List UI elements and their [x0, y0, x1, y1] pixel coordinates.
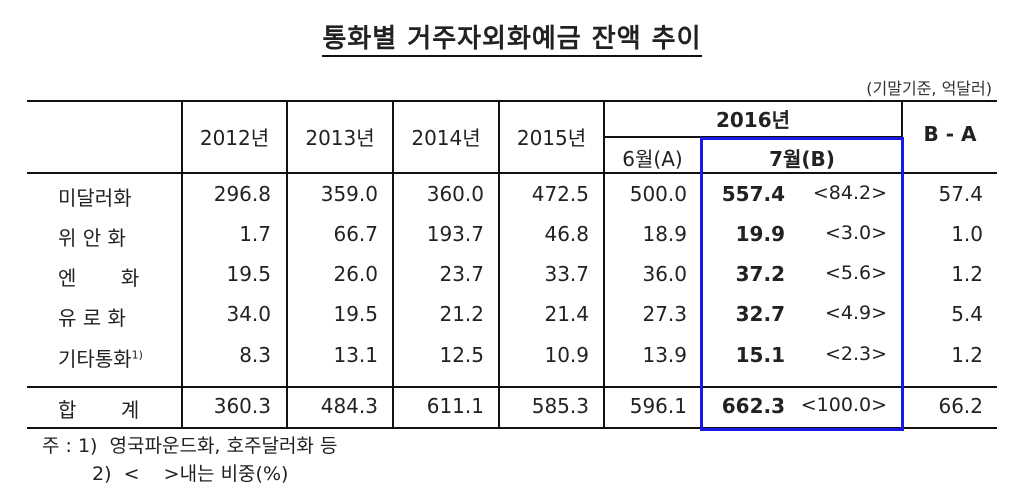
- row-label-text: 기타통화: [58, 347, 132, 371]
- cell-diff: 57.4: [938, 182, 983, 206]
- cell-july: 32.7: [735, 302, 785, 326]
- cell-diff: 5.4: [951, 302, 983, 326]
- cell-july: 37.2: [735, 262, 785, 286]
- table-bottom-rule: [27, 427, 997, 429]
- cell-v2013: 13.1: [333, 343, 378, 367]
- col-divider: [286, 100, 288, 429]
- cell-v2012: 19.5: [226, 262, 271, 286]
- total-2014: 611.1: [426, 394, 484, 418]
- total-2012: 360.3: [213, 394, 271, 418]
- total-2015: 585.3: [531, 394, 589, 418]
- header-2013: 2013년: [305, 126, 375, 150]
- total-share: <100.0>: [800, 394, 887, 416]
- total-top-rule: [27, 386, 997, 388]
- unit-note: (기말기준, 억달러): [866, 79, 992, 98]
- row-label-text: 엔 화: [58, 266, 140, 290]
- row-label: 엔 화: [58, 262, 139, 291]
- row-label-text: 위 안 화: [58, 226, 126, 250]
- header-bottom-rule: [27, 172, 997, 174]
- cell-july: 15.1: [735, 343, 785, 367]
- cell-v2013: 66.7: [333, 222, 378, 246]
- cell-v2012: 8.3: [239, 343, 271, 367]
- header-diff: B - A: [923, 122, 977, 146]
- cell-v2014: 21.2: [439, 302, 484, 326]
- row-label-text: 유 로 화: [58, 306, 126, 330]
- header-2015: 2015년: [516, 126, 587, 150]
- col-divider: [181, 100, 183, 429]
- cell-share: <2.3>: [824, 343, 887, 365]
- cell-v2012: 34.0: [226, 302, 271, 326]
- total-july: 662.3: [721, 394, 785, 418]
- cell-v2015: 21.4: [544, 302, 589, 326]
- header-2014: 2014년: [411, 126, 481, 150]
- cell-v2015: 472.5: [531, 182, 589, 206]
- cell-july: 19.9: [735, 222, 785, 246]
- subheader-rule: [604, 136, 901, 138]
- cell-june: 36.0: [642, 262, 687, 286]
- cell-v2015: 10.9: [544, 343, 589, 367]
- row-label: 미달러화: [58, 182, 132, 211]
- footnote-1: 주 : 1) 영국파운드화, 호주달러화 등: [42, 435, 338, 457]
- col-divider: [392, 100, 394, 429]
- header-2012: 2012년: [199, 126, 270, 150]
- cell-share: <84.2>: [812, 182, 887, 204]
- cell-v2014: 360.0: [426, 182, 484, 206]
- cell-diff: 1.2: [951, 262, 983, 286]
- total-diff: 66.2: [938, 394, 983, 418]
- table-top-rule: [27, 100, 997, 102]
- footnote-marker: 1): [131, 348, 143, 362]
- header-july: 7월(B): [769, 147, 835, 171]
- col-divider: [603, 100, 605, 429]
- cell-share: <4.9>: [824, 302, 887, 324]
- total-2013: 484.3: [320, 394, 378, 418]
- cell-v2014: 23.7: [439, 262, 484, 286]
- cell-v2014: 193.7: [426, 222, 484, 246]
- footnote-2: 2) < >내는 비중(%): [92, 463, 289, 485]
- cell-june: 500.0: [629, 182, 687, 206]
- cell-v2015: 46.8: [544, 222, 589, 246]
- cell-share: <3.0>: [824, 222, 887, 244]
- col-divider: [498, 100, 500, 429]
- row-label: 기타통화1): [58, 343, 143, 372]
- table-title: 통화별 거주자외화예금 잔액 추이: [0, 18, 1024, 57]
- title-text: 통화별 거주자외화예금 잔액 추이: [322, 24, 702, 57]
- cell-v2015: 33.7: [544, 262, 589, 286]
- row-label: 유 로 화: [58, 302, 126, 331]
- row-label: 위 안 화: [58, 222, 126, 251]
- total-label: 합 계: [58, 398, 140, 422]
- cell-diff: 1.0: [951, 222, 983, 246]
- july-highlight-box: [700, 137, 904, 431]
- cell-v2013: 359.0: [320, 182, 378, 206]
- header-2016: 2016년: [715, 108, 791, 132]
- cell-june: 13.9: [642, 343, 687, 367]
- header-june: 6월(A): [622, 147, 683, 171]
- cell-v2013: 26.0: [333, 262, 378, 286]
- cell-june: 27.3: [642, 302, 687, 326]
- cell-v2014: 12.5: [439, 343, 484, 367]
- cell-diff: 1.2: [951, 343, 983, 367]
- total-june: 596.1: [629, 394, 687, 418]
- cell-june: 18.9: [642, 222, 687, 246]
- cell-share: <5.6>: [824, 262, 887, 284]
- cell-v2013: 19.5: [333, 302, 378, 326]
- cell-v2012: 1.7: [239, 222, 271, 246]
- cell-july: 557.4: [721, 182, 785, 206]
- row-label-text: 미달러화: [58, 186, 132, 210]
- cell-v2012: 296.8: [213, 182, 271, 206]
